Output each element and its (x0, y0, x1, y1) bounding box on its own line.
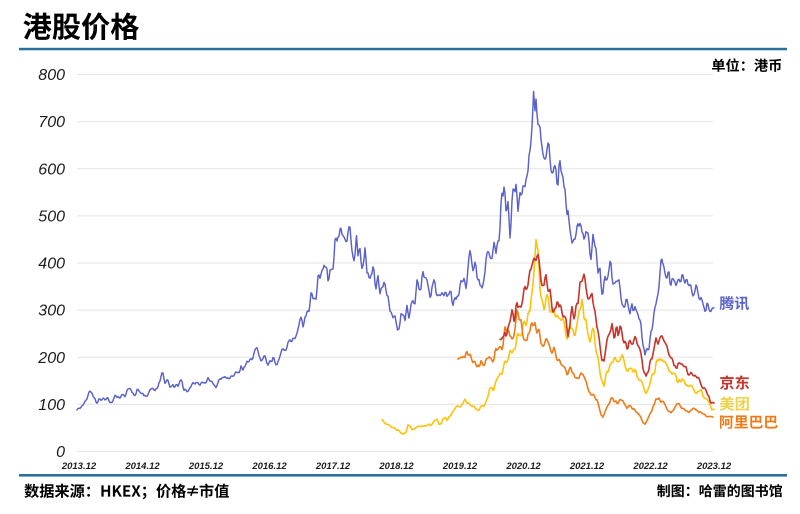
svg-text:600: 600 (38, 161, 65, 178)
svg-text:100: 100 (38, 397, 65, 414)
svg-text:2018.12: 2018.12 (378, 461, 414, 472)
svg-text:700: 700 (38, 114, 65, 131)
svg-text:300: 300 (38, 303, 65, 320)
svg-text:2016.12: 2016.12 (251, 461, 287, 472)
svg-text:2017.12: 2017.12 (315, 461, 351, 472)
svg-text:200: 200 (37, 350, 65, 367)
svg-text:2020.12: 2020.12 (505, 461, 541, 472)
svg-text:400: 400 (38, 256, 65, 273)
svg-text:2013.12: 2013.12 (61, 461, 97, 472)
svg-text:500: 500 (38, 209, 65, 226)
svg-text:2023.12: 2023.12 (696, 461, 732, 472)
svg-text:2015.12: 2015.12 (188, 461, 224, 472)
svg-text:2014.12: 2014.12 (124, 461, 160, 472)
svg-text:2021.12: 2021.12 (569, 461, 605, 472)
svg-text:0: 0 (56, 444, 65, 461)
svg-text:800: 800 (38, 67, 65, 84)
svg-text:2019.12: 2019.12 (442, 461, 478, 472)
svg-text:2022.12: 2022.12 (632, 461, 668, 472)
